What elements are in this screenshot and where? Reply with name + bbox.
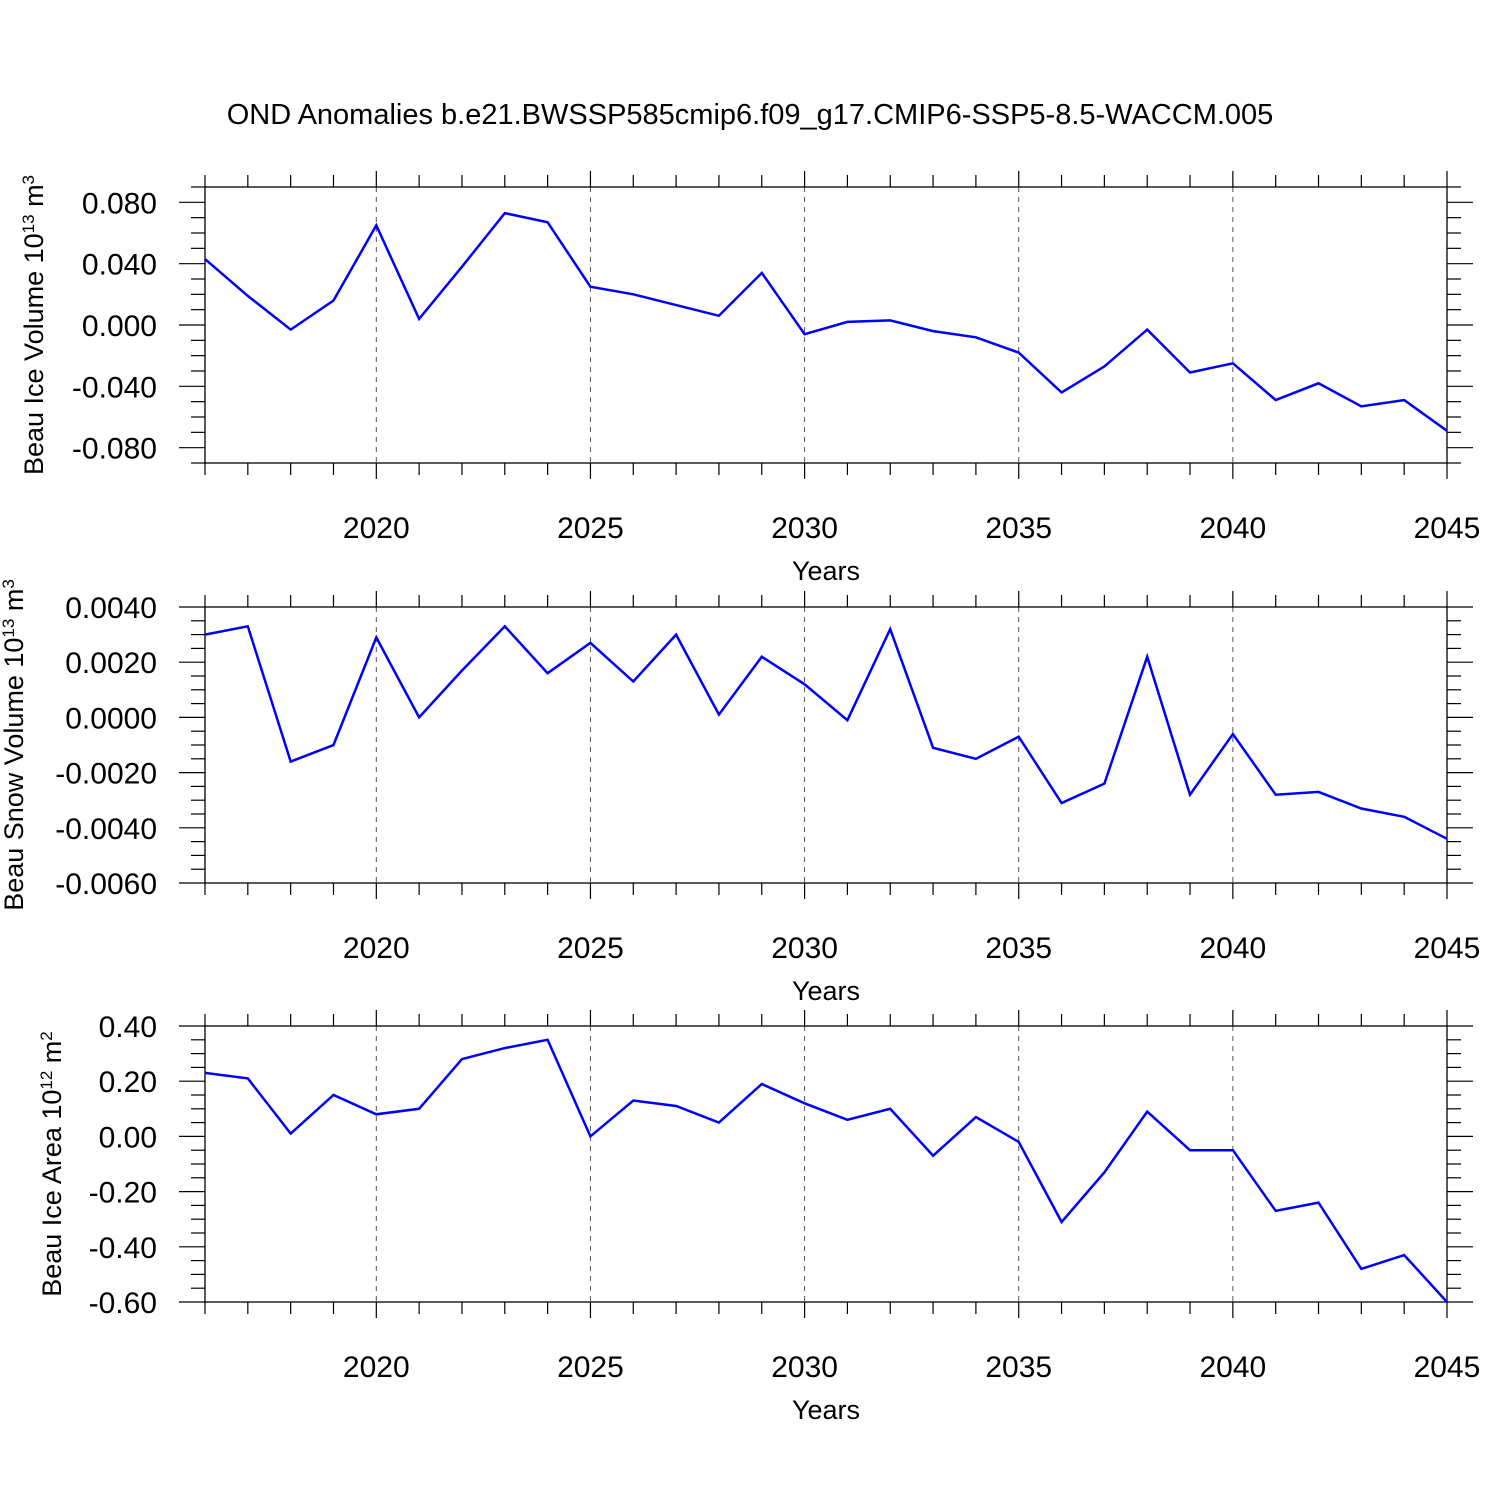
x-tick-label: 2035 — [985, 512, 1052, 545]
x-tick-label: 2045 — [1414, 512, 1481, 545]
x-tick-label: 2040 — [1199, 932, 1266, 965]
y-tick-label: -0.60 — [89, 1287, 157, 1320]
y-tick-label: -0.0040 — [55, 813, 157, 846]
x-tick-label: 2025 — [557, 512, 624, 545]
y-axis-label: Beau Ice Area 1012 m2 — [37, 1031, 68, 1297]
y-tick-label: -0.0020 — [55, 758, 157, 791]
x-tick-label: 2030 — [771, 512, 838, 545]
y-axis-label-unit-sup: 2 — [37, 1031, 56, 1040]
y-axis-label-unit: m — [37, 1041, 67, 1071]
y-tick-label: -0.20 — [89, 1177, 157, 1210]
panel-3: 0.40 0.20 0.00 -0.20 -0.40 -0.60 2020 2025 2030 2… — [37, 1010, 1481, 1425]
plot-frame — [204, 606, 1448, 884]
x-tick-label: 2025 — [557, 1351, 624, 1384]
y-tick-label: 0.40 — [99, 1011, 157, 1044]
y-tick-label: 0.000 — [82, 310, 157, 343]
y-tick-label: 0.040 — [82, 249, 157, 282]
x-tick-label: 2020 — [343, 512, 410, 545]
y-axis-label-sup: 13 — [19, 214, 38, 233]
x-tick-label: 2030 — [771, 1351, 838, 1384]
panel-1: 0.080 0.040 0.000 -0.040 -0.080 2020 2025 2030 2… — [19, 171, 1481, 586]
x-tick-label: 2040 — [1199, 512, 1266, 545]
y-tick-label: 0.0000 — [65, 702, 157, 735]
series-line — [204, 624, 1448, 840]
y-tick-label: 0.080 — [82, 187, 157, 220]
x-tick-label: 2045 — [1414, 1351, 1481, 1384]
x-axis-label: Years — [792, 556, 860, 586]
y-axis-label-unit-sup: 3 — [0, 579, 18, 588]
series-line — [204, 1038, 1448, 1303]
y-axis-label-unit-sup: 3 — [19, 175, 38, 184]
y-axis-label-sup: 13 — [0, 619, 18, 638]
x-axis-label: Years — [792, 976, 860, 1006]
plot-frame — [204, 1025, 1448, 1303]
y-axis-label-unit: m — [19, 184, 49, 214]
y-axis-label: Beau Ice Volume 1013 m3 — [19, 175, 50, 475]
plot-frame — [204, 186, 1448, 464]
panel-2: 0.0040 0.0020 0.0000 -0.0020 -0.0040 -0.0060 2… — [0, 579, 1480, 1006]
x-tick-label: 2035 — [985, 932, 1052, 965]
y-tick-label: -0.0060 — [55, 868, 157, 901]
x-tick-label: 2020 — [343, 1351, 410, 1384]
x-tick-label: 2035 — [985, 1351, 1052, 1384]
x-tick-label: 2020 — [343, 932, 410, 965]
x-tick-label: 2040 — [1199, 1351, 1266, 1384]
y-axis-label-sup: 12 — [37, 1071, 56, 1090]
x-tick-label: 2030 — [771, 932, 838, 965]
y-tick-label: 0.00 — [99, 1121, 157, 1154]
y-tick-label: 0.0020 — [65, 647, 157, 680]
chart-title: OND Anomalies b.e21.BWSSP585cmip6.f09_g1… — [227, 99, 1274, 131]
y-tick-label: 0.20 — [99, 1066, 157, 1099]
y-tick-label: -0.080 — [72, 433, 157, 466]
y-tick-label: 0.0040 — [65, 592, 157, 625]
y-axis-label-unit: m — [0, 589, 29, 619]
y-axis-label: Beau Snow Volume 1013 m3 — [0, 579, 29, 911]
x-tick-label: 2045 — [1414, 932, 1481, 965]
y-axis-label-main: Beau Ice Volume 10 — [19, 233, 49, 475]
y-axis-label-main: Beau Ice Area 10 — [37, 1090, 67, 1297]
y-axis-label-main: Beau Snow Volume 10 — [0, 638, 29, 911]
y-tick-label: -0.40 — [89, 1232, 157, 1265]
x-tick-label: 2025 — [557, 932, 624, 965]
x-axis-label: Years — [792, 1395, 860, 1425]
y-tick-label: -0.040 — [72, 371, 157, 404]
series-line — [204, 211, 1448, 432]
